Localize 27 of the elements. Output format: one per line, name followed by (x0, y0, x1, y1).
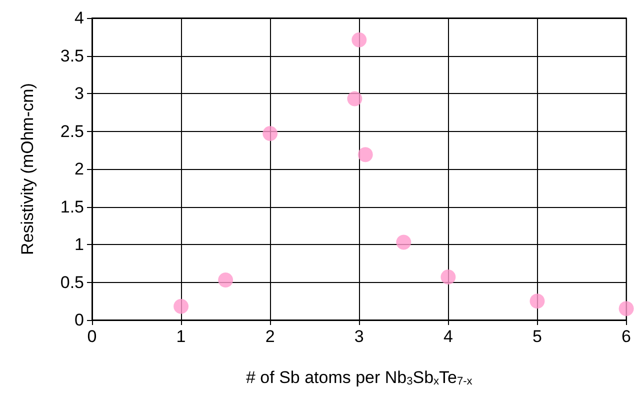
y-tick-label: 2.5 (60, 122, 84, 141)
y-tick-label: 2 (74, 160, 84, 178)
point (347, 91, 362, 106)
point (530, 294, 545, 309)
y-tick-label: 1.5 (60, 197, 84, 216)
x-tick-label: 5 (532, 327, 542, 346)
point (218, 272, 234, 288)
point (358, 147, 373, 162)
x-tick-label: 1 (176, 327, 186, 346)
point (352, 32, 367, 48)
y-tick-label: 3.5 (60, 46, 84, 66)
y-tick-label: 0.5 (60, 272, 84, 292)
y-tick-label: 0 (74, 310, 84, 330)
x-tick-label: 4 (443, 327, 453, 346)
point (174, 298, 189, 314)
point (618, 301, 634, 316)
y-tick-label: 1 (74, 235, 84, 254)
x-tick-label: 0 (87, 327, 97, 346)
point (396, 234, 412, 250)
x-tick-label: 3 (354, 327, 364, 346)
x-tick-label: 6 (622, 327, 632, 346)
point (440, 269, 456, 284)
y-tick-label: 3 (74, 84, 84, 103)
y-axis-title: Resistivity (mOhm-cm) (18, 83, 37, 255)
point (262, 126, 278, 142)
x-tick-label: 2 (265, 327, 275, 346)
y-tick-label: 4 (74, 8, 84, 28)
